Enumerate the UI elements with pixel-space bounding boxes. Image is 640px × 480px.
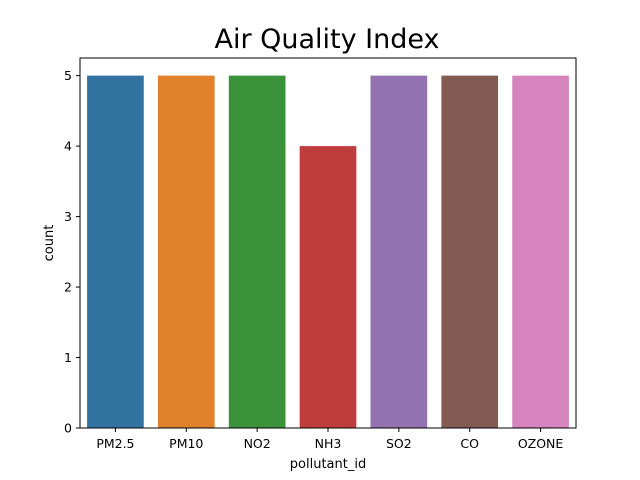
y-tick-label: 4 [64,139,72,154]
bar-ozone [512,75,569,428]
x-tick-label: OZONE [518,436,564,451]
x-tick-label: NH3 [315,436,342,451]
bar-pm2-5 [87,75,144,428]
x-tick-label: PM10 [169,436,203,451]
y-tick-label: 0 [64,421,72,436]
bar-pm10 [157,75,215,428]
y-axis-label: count [42,225,57,262]
x-tick-label: NO2 [244,436,271,451]
bar-nh3 [299,146,357,428]
y-tick-label: 2 [64,280,72,295]
y-tick-label: 5 [64,68,72,83]
y-tick-label: 3 [64,209,72,224]
x-axis-label: pollutant_id [290,457,366,472]
y-tick-label: 1 [64,350,72,365]
y-axis-ticks: 0 1 2 3 4 5 [64,68,80,436]
x-tick-label: CO [460,436,479,451]
plot-frame [79,57,577,429]
bar-co [441,75,499,428]
chart-title: Air Quality Index [214,24,439,55]
x-tick-label: SO2 [386,436,412,451]
x-axis-ticks: PM2.5 PM10 NO2 NH3 SO2 CO OZONE [96,428,563,451]
bar-so2 [370,75,428,428]
x-tick-label: PM2.5 [96,436,134,451]
bar-no2 [228,75,286,428]
bars-layer [87,75,569,428]
